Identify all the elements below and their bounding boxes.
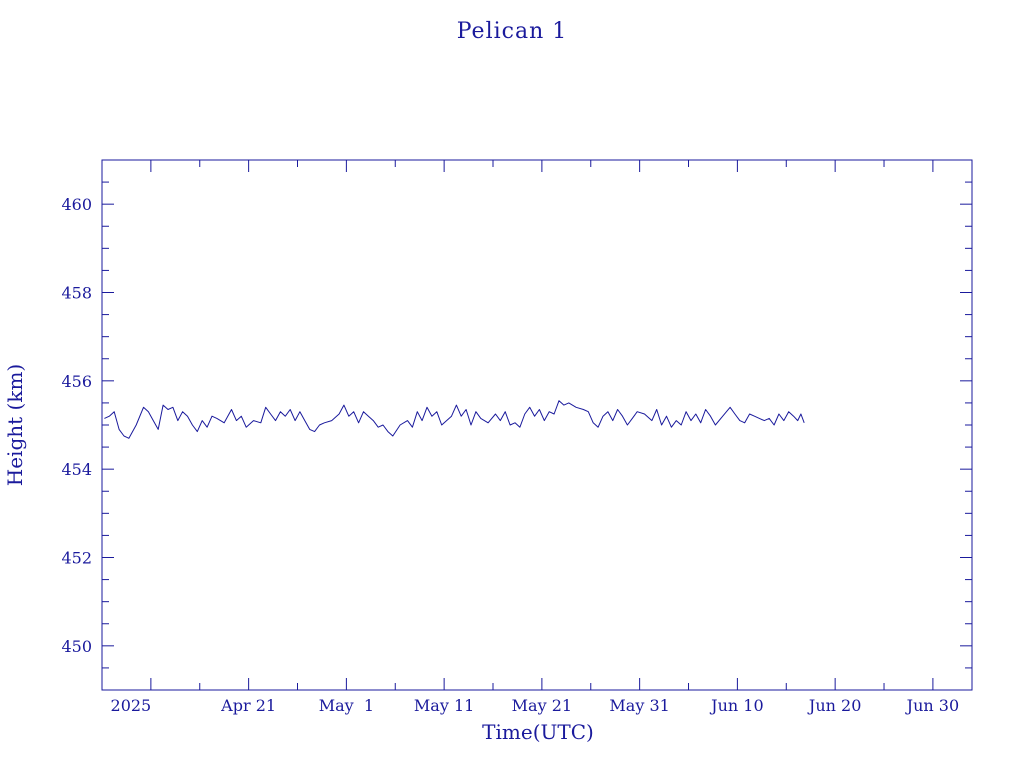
x-tick-label: May 1 (319, 696, 374, 715)
series-layer (104, 400, 805, 439)
y-tick-label: 460 (61, 195, 92, 214)
y-axis-label: Height (km) (3, 364, 27, 486)
y-axis-ticks (102, 159, 972, 691)
y-axis-tick-labels: 450 452 454 456 458 460 (61, 195, 92, 656)
x-tick-label: Jun 30 (905, 696, 959, 715)
x-tick-label: May 21 (512, 696, 572, 715)
x-axis-tick-labels: 2025 Apr 21 May 1 May 11 May 21 May 31 Jun 10 J… (111, 696, 960, 715)
y-tick-label: 458 (61, 284, 92, 303)
plot-border (101, 159, 973, 691)
y-tick-label: 456 (61, 372, 92, 391)
plot-frame (101, 159, 973, 691)
x-tick-label: Jun 10 (709, 696, 763, 715)
x-tick-label: May 31 (609, 696, 669, 715)
x-tick-label: Apr 21 (220, 696, 276, 715)
x-axis-label: Time(UTC) (482, 720, 594, 744)
x-tick-label: Jun 20 (807, 696, 861, 715)
x-tick-label: 2025 (111, 696, 152, 715)
y-tick-label: 450 (61, 637, 92, 656)
x-axis-ticks (101, 160, 934, 690)
x-tick-label: May 11 (414, 696, 474, 715)
y-tick-label: 452 (61, 549, 92, 568)
series-line-0 (104, 400, 805, 439)
y-tick-label: 454 (61, 460, 92, 479)
chart-title: Pelican 1 (457, 19, 568, 44)
